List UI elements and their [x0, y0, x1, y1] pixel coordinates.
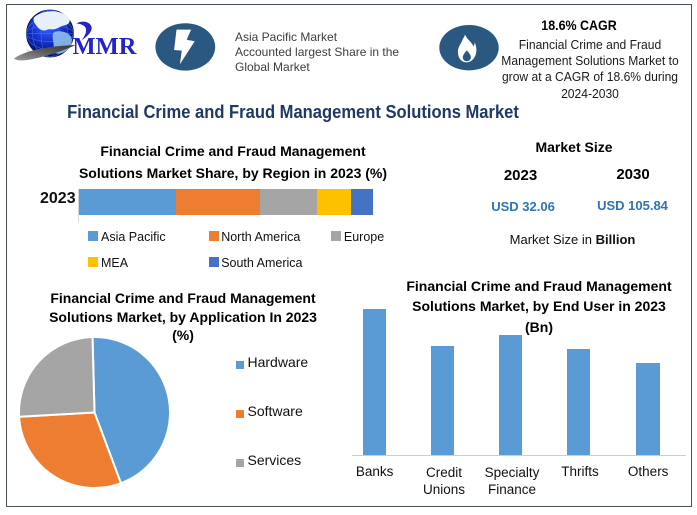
- svg-text:MMR: MMR: [73, 33, 137, 60]
